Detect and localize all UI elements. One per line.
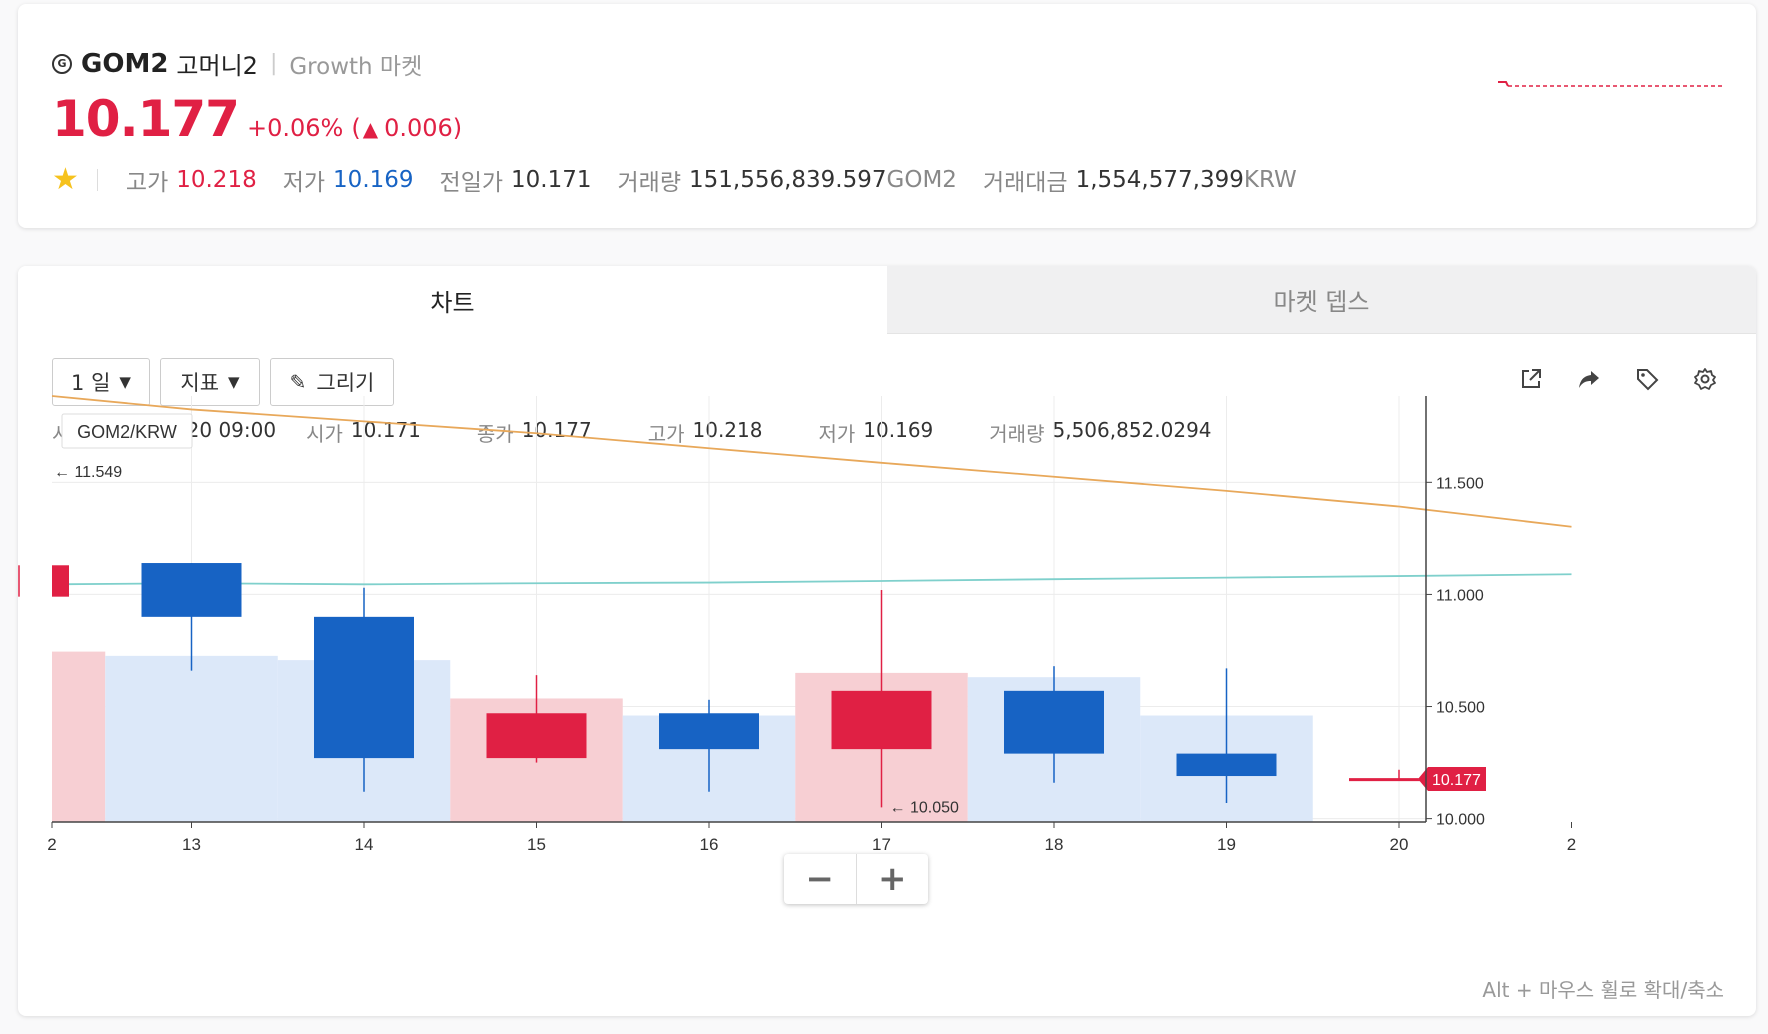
ticker-header: G GOM2 고머니2 | Growth 마켓 10.177 +0.06% ( … — [18, 4, 1756, 228]
y-tick-label: 11.000 — [1436, 587, 1484, 604]
candle-body — [486, 713, 587, 759]
x-tick-label: 2 — [1567, 835, 1576, 854]
high-label: 고가 — [125, 169, 169, 196]
chart-toolbar: 1 일 ▼ 지표 ▼ ✎ 그리기 — [52, 358, 394, 406]
ticker-symbol: GOM2 — [81, 48, 169, 79]
candle-body — [1176, 753, 1277, 777]
pair-label: GOM2/KRW — [77, 422, 177, 442]
draw-button[interactable]: ✎ 그리기 — [270, 358, 394, 406]
zoom-in-button[interactable]: + — [855, 854, 929, 904]
ticker-title: G GOM2 고머니2 | Growth 마켓 — [52, 46, 422, 81]
chart-panel: 차트 마켓 뎁스 1 일 ▼ 지표 ▼ ✎ 그리기 시간 2020 — [18, 266, 1756, 1016]
price-chart[interactable]: 10.177 11.500 11.000 10.500 10.000 2 13 14 15 16 1… — [18, 266, 1756, 1016]
x-tick-label: 15 — [527, 835, 546, 854]
ohlc-volume-value: 5,506,852.0294 — [1052, 418, 1212, 442]
volume-bar — [105, 655, 278, 822]
amount-unit: KRW — [1243, 166, 1297, 193]
share-icon[interactable] — [1576, 366, 1602, 392]
volume-value: 151,556,839.597 — [688, 166, 887, 193]
x-tick-label: 13 — [182, 835, 201, 854]
candle-body — [314, 616, 414, 759]
title-divider: | — [269, 51, 278, 76]
price-row: 10.177 +0.06% ( ▲ 0.006 ) — [52, 90, 462, 148]
low-label: 저가 — [282, 169, 326, 196]
current-price-label: 10.177 — [1432, 772, 1481, 789]
zoom-control: − + — [784, 854, 928, 904]
x-tick-label: 20 — [1390, 835, 1409, 854]
interval-dropdown[interactable]: 1 일 ▼ — [52, 358, 150, 406]
up-arrow-icon: ▲ — [362, 117, 379, 141]
x-tick-label: 16 — [700, 835, 719, 854]
coin-logo-icon: G — [52, 53, 72, 74]
min-price-label: ← 10.050 — [890, 799, 959, 816]
y-tick-label: 10.000 — [1436, 812, 1485, 829]
change-percent: +0.06% — [246, 114, 344, 142]
caret-down-icon: ▼ — [119, 373, 131, 391]
chart-icon-tools — [1518, 366, 1718, 392]
amount-label: 거래대금 — [982, 169, 1068, 196]
mini-sparkline — [1498, 81, 1722, 87]
candle-body — [831, 690, 932, 750]
candle-body — [1004, 690, 1104, 754]
tab-market-depth[interactable]: 마켓 뎁스 — [887, 266, 1756, 334]
ohlc-close-label: 종가 — [476, 422, 514, 446]
x-tick-label: 19 — [1217, 835, 1236, 854]
tab-chart[interactable]: 차트 — [18, 266, 887, 334]
gear-icon[interactable] — [1692, 366, 1718, 392]
zoom-out-button[interactable]: − — [805, 859, 835, 899]
ohlc-low-label: 저가 — [818, 422, 856, 446]
x-tick-label: 17 — [872, 835, 891, 854]
indicators-dropdown[interactable]: 지표 ▼ — [160, 358, 260, 406]
ohlc-low-value: 10.169 — [863, 418, 934, 442]
stats-divider — [96, 168, 98, 191]
ma-long-line — [51, 395, 1572, 528]
x-tick-label: 2 — [47, 835, 56, 854]
star-icon[interactable]: ★ — [52, 162, 79, 197]
market-name: Growth 마켓 — [289, 53, 423, 80]
ohlc-high-label: 고가 — [647, 422, 685, 446]
interval-label: 1 일 — [71, 371, 111, 395]
pair-label-box — [61, 413, 193, 449]
ohlc-close-value: 10.177 — [521, 418, 592, 442]
caret-down-icon: ▼ — [228, 373, 240, 391]
volume-bar — [52, 651, 106, 822]
current-price-tag — [1418, 766, 1486, 791]
high-value: 10.218 — [176, 166, 257, 193]
x-tick-label: 18 — [1045, 835, 1064, 854]
change-amount: 0.006 — [384, 114, 453, 142]
indicators-label: 지표 — [180, 371, 220, 395]
change-paren-close: ) — [452, 114, 463, 142]
tag-icon[interactable] — [1634, 366, 1660, 392]
amount-value: 1,554,577,399 — [1075, 166, 1244, 193]
external-link-icon[interactable] — [1518, 366, 1544, 392]
volume-label: 거래량 — [617, 169, 681, 196]
x-tick-label: 14 — [355, 835, 374, 854]
y-tick-label: 11.500 — [1436, 475, 1484, 492]
volume-unit: GOM2 — [886, 166, 957, 193]
ohlc-open-label: 시가 — [306, 422, 343, 446]
ma-short-line — [51, 573, 1572, 586]
ohlc-volume-label: 거래량 — [989, 422, 1045, 446]
ticker-name: 고머니2 — [176, 52, 258, 80]
draw-label: 그리기 — [316, 371, 375, 395]
pencil-icon: ✎ — [289, 370, 307, 394]
prev-close-value: 10.171 — [511, 166, 592, 193]
candle-body — [659, 713, 759, 750]
stats-row: ★ 고가 10.218 저가 10.169 전일가 10.171 거래량 151… — [52, 162, 1323, 197]
candle-body — [52, 565, 69, 597]
low-value: 10.169 — [333, 166, 414, 193]
candle-body — [1349, 778, 1449, 782]
current-price: 10.177 — [52, 90, 240, 148]
candle-body — [141, 563, 242, 617]
max-price-label: ← 11.549 — [54, 464, 122, 481]
ohlc-high-value: 10.218 — [692, 418, 763, 442]
y-tick-label: 10.500 — [1436, 700, 1485, 717]
prev-close-label: 전일가 — [439, 169, 504, 196]
change-paren-open: ( — [351, 114, 361, 142]
zoom-hint: Alt + 마우스 휠로 확대/축소 — [1482, 978, 1724, 1002]
chart-tabs: 차트 마켓 뎁스 — [18, 266, 1756, 334]
